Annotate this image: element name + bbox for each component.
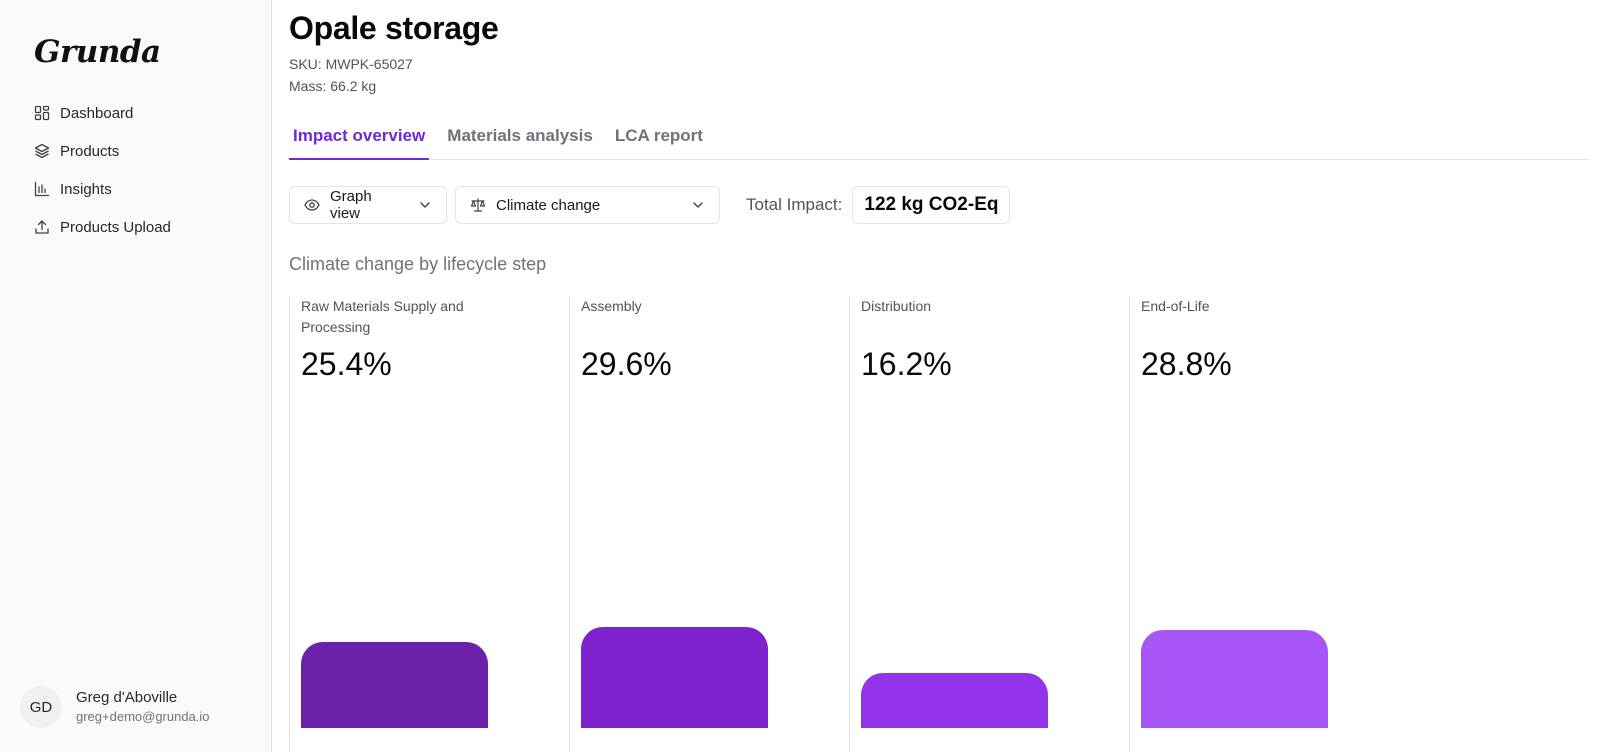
tab-impact-overview[interactable]: Impact overview	[289, 118, 430, 160]
sidebar-item-label: Insights	[60, 180, 112, 198]
sidebar-item-label: Dashboard	[60, 104, 134, 122]
main-content: Opale storage SKU: MWPK-65027 Mass: 66.2…	[289, 0, 1589, 752]
dashboard-icon	[34, 105, 50, 121]
lifecycle-bar-chart: Raw Materials Supply and Processing 25.4%…	[289, 296, 1439, 752]
metric-select-value: Climate change	[496, 196, 601, 214]
tab-bar: Impact overview Materials analysis LCA r…	[289, 118, 1589, 160]
user-info: Greg d'Aboville greg+demo@grunda.io	[76, 688, 210, 726]
sidebar-item-label: Products	[60, 142, 120, 160]
upload-icon	[34, 219, 50, 235]
chart-value-label: 29.6%	[581, 346, 672, 382]
view-select[interactable]: Graph view	[289, 186, 447, 224]
sidebar-item-products[interactable]: Products	[22, 132, 252, 170]
chart-value-label: 25.4%	[301, 346, 392, 382]
tab-materials-analysis[interactable]: Materials analysis	[447, 126, 593, 145]
chevron-down-icon	[418, 198, 432, 212]
chart-value-label: 16.2%	[861, 346, 952, 382]
controls-bar: Graph view Climate change Total Impact: …	[289, 186, 1011, 224]
chart-category-label: Assembly	[581, 298, 642, 314]
eye-icon	[304, 197, 320, 213]
chart-column: End-of-Life 28.8%	[1129, 296, 1416, 752]
layers-icon	[34, 143, 50, 159]
sidebar-item-products-upload[interactable]: Products Upload	[22, 208, 252, 246]
chart-section-title: Climate change by lifecycle step	[289, 254, 547, 274]
chart-column: Assembly 29.6%	[569, 296, 856, 752]
sidebar-nav: Dashboard Products Insights Products Upl…	[22, 94, 252, 246]
chart-value-label: 28.8%	[1141, 346, 1232, 382]
sidebar-item-label: Products Upload	[60, 218, 171, 236]
chart-bar[interactable]	[861, 672, 1048, 728]
tab-lca-report[interactable]: LCA report	[614, 126, 703, 145]
total-impact-value: 122 kg CO2-Eq	[852, 186, 1011, 224]
chart-column: Distribution 16.2%	[849, 296, 1136, 752]
total-impact-label: Total Impact:	[746, 195, 843, 214]
view-select-value: Graph view	[330, 188, 372, 222]
chart-category-label: Distribution	[861, 298, 932, 314]
app-logo[interactable]: Grunda	[34, 34, 161, 70]
chart-bar[interactable]	[581, 627, 768, 728]
chevron-down-icon	[691, 198, 705, 212]
product-mass: Mass: 66.2 kg	[289, 78, 377, 94]
chart-bar[interactable]	[301, 641, 488, 728]
avatar: GD	[20, 686, 62, 728]
sidebar-item-dashboard[interactable]: Dashboard	[22, 94, 252, 132]
sidebar-item-insights[interactable]: Insights	[22, 170, 252, 208]
user-email: greg+demo@grunda.io	[76, 709, 210, 724]
metric-select[interactable]: Climate change	[455, 186, 720, 224]
sidebar: Grunda Dashboard Products Insights Produ…	[0, 0, 272, 752]
chart-column: Raw Materials Supply and Processing 25.4%	[289, 296, 576, 752]
user-profile[interactable]: GD Greg d'Aboville greg+demo@grunda.io	[20, 686, 210, 728]
page-title: Opale storage	[289, 10, 499, 46]
scale-icon	[470, 197, 486, 213]
product-sku: SKU: MWPK-65027	[289, 56, 413, 72]
chart-category-label: End-of-Life	[1141, 298, 1210, 314]
user-name: Greg d'Aboville	[76, 689, 178, 706]
bar-chart-icon	[34, 181, 50, 197]
chart-category-label: Raw Materials Supply and Processing	[301, 298, 464, 335]
chart-bar[interactable]	[1141, 630, 1328, 728]
